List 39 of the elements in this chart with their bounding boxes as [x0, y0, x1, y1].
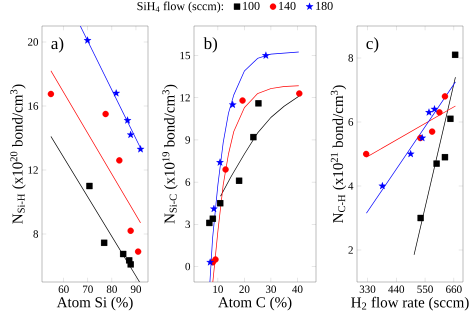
y-axis-title: N$_{Si-H}$ (x10$^{20}$ bond/cm$^{3}$) — [10, 84, 26, 224]
y-tick-label: 0 — [185, 262, 190, 270]
y-tick-label: 6 — [185, 178, 190, 186]
y-tick-label: 8 — [33, 230, 38, 238]
x-axis-title: Atom C (%) — [218, 296, 292, 310]
y-tick-label: 16 — [28, 102, 38, 110]
x-tick-label: 550 — [417, 286, 433, 293]
y-tick-label: 9 — [185, 136, 190, 144]
x-tick-label: 440 — [388, 286, 404, 293]
y-tick-label: 12 — [180, 94, 190, 102]
x-tick-label: 660 — [446, 286, 462, 293]
y-tick-label: 4 — [348, 182, 354, 190]
x-tick-label: 20 — [239, 286, 250, 293]
legend-label: 100 — [243, 2, 260, 10]
y-tick-label: 8 — [348, 54, 354, 62]
y-tick-label: 3 — [186, 220, 190, 228]
x-axis-title: H$_{2}$ flow rate (sccm) — [351, 296, 469, 311]
x-tick-label: 60 — [58, 286, 69, 293]
x-tick-label: 330 — [360, 286, 376, 293]
y-axis-title: N$_{Si-C}$ (x10$^{19}$ bond/cm$^{3}$) — [162, 84, 178, 224]
x-tick-label: 40 — [292, 286, 303, 293]
y-tick-label: 2 — [348, 246, 353, 254]
x-tick-label: 10 — [213, 286, 223, 293]
annotation: c) — [366, 37, 378, 53]
x-axis-title: Atom Si (%) — [56, 296, 133, 310]
y-tick-label: 15 — [180, 52, 190, 60]
legend-title: SiH$_{4}$ flow (sccm): — [137, 2, 224, 13]
y-tick-label: 6 — [348, 118, 354, 126]
annotation: a) — [51, 37, 64, 53]
x-tick-label: 90 — [130, 286, 142, 293]
annotation: b) — [204, 37, 218, 53]
y-tick-label: 20 — [28, 38, 38, 46]
x-tick-label: 70 — [82, 286, 93, 293]
legend-label: 180 — [316, 2, 333, 10]
x-tick-label: 80 — [106, 286, 117, 293]
y-axis-title: N$_{C-H}$ (x10$^{21}$ bond/cm$^{3}$) — [330, 85, 346, 223]
x-tick-label: 30 — [266, 286, 276, 293]
y-tick-label: 12 — [28, 166, 38, 174]
legend-label: 140 — [279, 2, 296, 10]
